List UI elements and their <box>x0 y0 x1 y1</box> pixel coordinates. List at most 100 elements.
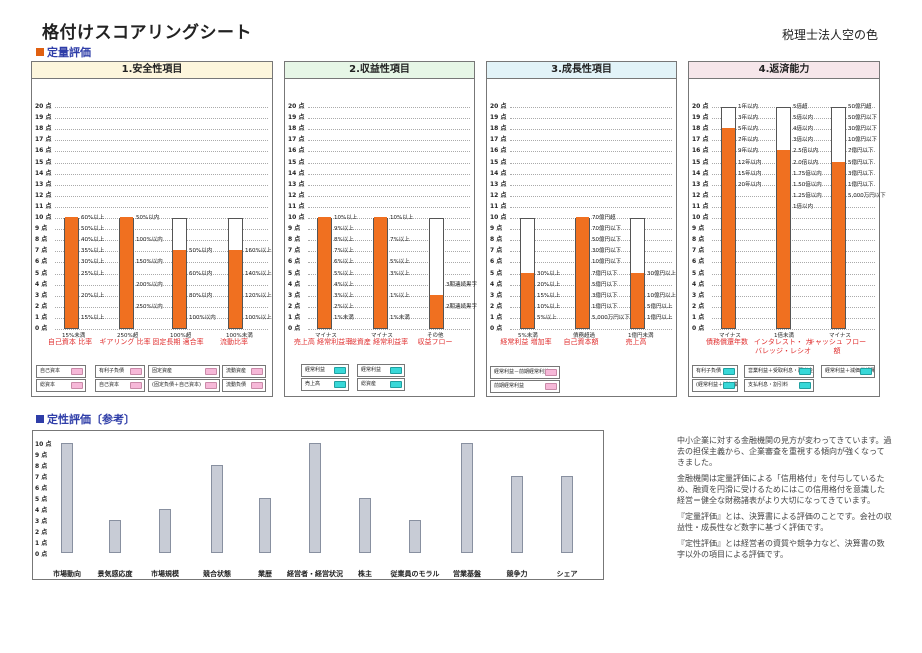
input-chip <box>334 367 346 374</box>
tier-label: 200%以内 <box>136 281 163 288</box>
tier-label: 1.75倍以内 <box>793 170 822 177</box>
tier-label: 1億円以下 <box>848 181 874 188</box>
tier-label: 20%以上 <box>81 292 105 299</box>
tier-label: 35%以上 <box>81 248 105 255</box>
bar-outline <box>317 217 332 329</box>
input-box: 固定資産 <box>148 365 220 378</box>
gridline <box>510 262 672 264</box>
tier-label: 20年以内 <box>738 181 762 188</box>
tier-label: 8%以上 <box>334 237 354 244</box>
input-label: 有利子負債 <box>696 368 722 374</box>
category-label: シェア <box>556 570 578 578</box>
tier-label: 3年以内 <box>738 115 758 122</box>
note-text: 金融機関は定量評価による「信用格付」を付与しているため、融資を円滑に受けるために… <box>677 474 885 505</box>
tier-label: 4倍以内 <box>793 126 813 133</box>
panel-title: 2.収益性項目 <box>285 62 474 79</box>
tier-label: 10億円以上 <box>647 292 676 299</box>
input-box: 総資産 <box>357 378 405 391</box>
tier-label: 50%以内 <box>189 248 213 255</box>
bar <box>832 161 845 328</box>
input-chip <box>723 368 735 375</box>
base-label: その他 <box>427 333 444 339</box>
y-tick-label: 19 点 <box>288 114 305 122</box>
y-tick-label: 8 点 <box>490 236 503 244</box>
gridline <box>510 273 672 275</box>
gridline <box>55 317 268 319</box>
base-label: マイナス <box>371 333 393 339</box>
bar <box>561 476 573 553</box>
y-tick-label: 13 点 <box>490 180 507 188</box>
tier-label: 5倍超 <box>793 104 808 110</box>
gridline <box>510 195 672 197</box>
input-label: (固定負債＋自己資本) <box>152 382 201 388</box>
gridline <box>712 195 875 197</box>
input-chip <box>545 383 557 390</box>
y-tick-label: 2 点 <box>490 302 503 310</box>
tier-label: 1%未満 <box>334 314 354 321</box>
tier-label: 100%以内 <box>189 314 216 321</box>
chart-plot: 20 点 19 点 18 点 17 点 16 点 15 点 14 点 13 点 12 点 11 点… <box>689 79 886 339</box>
y-tick-label: 11 点 <box>35 202 52 210</box>
gridline <box>55 229 268 231</box>
bar <box>511 476 523 553</box>
y-tick-label: 2 点 <box>288 302 301 310</box>
category-label: 総資産 経常利益率 <box>349 338 409 346</box>
bar-outline <box>429 218 444 329</box>
gridline <box>55 329 268 330</box>
input-label: 営業利益＋受取利息・配当金 <box>748 368 814 374</box>
y-tick-label: 2 点 <box>35 302 48 310</box>
bar-outline <box>520 218 535 329</box>
tier-label: 7年以内 <box>738 137 758 144</box>
gridline <box>510 295 672 297</box>
bar <box>173 250 186 328</box>
y-tick-label: 0 点 <box>490 325 503 332</box>
y-tick-label: 6 点 <box>692 258 705 266</box>
tier-label: 5億円以下 <box>848 159 874 166</box>
category-label: 経常利益 増加率 <box>500 338 552 346</box>
y-tick-label: 11 点 <box>490 202 507 210</box>
y-tick-label: 5 点 <box>490 269 503 277</box>
gridline <box>308 295 470 297</box>
panel-title: 1.安全性項目 <box>32 62 272 79</box>
bar <box>211 465 223 553</box>
tier-label: 1%以上 <box>390 292 410 299</box>
gridline <box>55 262 268 264</box>
input-box: 総資本 <box>36 379 86 392</box>
input-box: (経常利益＋減価償却費) <box>692 379 738 392</box>
tier-label: 7%以上 <box>390 237 410 244</box>
gridline <box>55 295 268 297</box>
input-label: 流動資産 <box>226 368 247 374</box>
input-box: 経常利益－前期経常利益 <box>490 366 560 379</box>
base-label: 1倍未満 <box>774 333 794 339</box>
tier-label: 2.0倍以内 <box>793 159 819 166</box>
tier-label: 5億円以下 <box>592 281 618 288</box>
panel-title: 4.返済能力 <box>689 62 879 79</box>
base-label: マイナス <box>719 333 741 339</box>
input-chip <box>860 368 872 375</box>
y-tick-label: 20 点 <box>490 103 507 110</box>
chart-plot: 20 点 19 点 18 点 17 点 16 点 15 点 14 点 13 点 12 点 11 点… <box>32 79 272 339</box>
panel-safety: 1.安全性項目 20 点 19 点 18 点 17 点 16 点 15 点 14 点 13 点 1… <box>31 61 273 397</box>
category-label: 市場規模 <box>151 570 179 578</box>
gridline <box>55 306 268 308</box>
bar <box>61 443 73 553</box>
qual-section-label: 定性評価〔参考〕 <box>36 411 135 427</box>
y-tick-label: 11 点 <box>692 202 709 210</box>
tier-label: 30億円以上 <box>647 270 676 277</box>
gridline <box>712 229 875 231</box>
gridline <box>308 251 470 253</box>
input-label: 経常利益 <box>305 367 326 373</box>
gridline <box>510 251 672 253</box>
y-tick-label: 18 点 <box>490 125 507 133</box>
bar <box>120 217 133 328</box>
tier-label: 3倍以内 <box>793 137 813 144</box>
tier-label: 10%以上 <box>390 215 414 221</box>
tier-label: 60%以内 <box>189 270 213 277</box>
panel-repayment: 4.返済能力 20 点 19 点 18 点 17 点 16 点 15 点 14 点 13 点 12… <box>688 61 886 397</box>
quant-section-label: 定量評価 <box>36 44 91 60</box>
gridline <box>510 140 672 142</box>
category-label: 売上高 経常利益率 <box>293 338 353 346</box>
y-tick-label: 13 点 <box>288 180 305 188</box>
y-tick-label: 15 点 <box>35 158 52 166</box>
gridline <box>308 206 470 208</box>
